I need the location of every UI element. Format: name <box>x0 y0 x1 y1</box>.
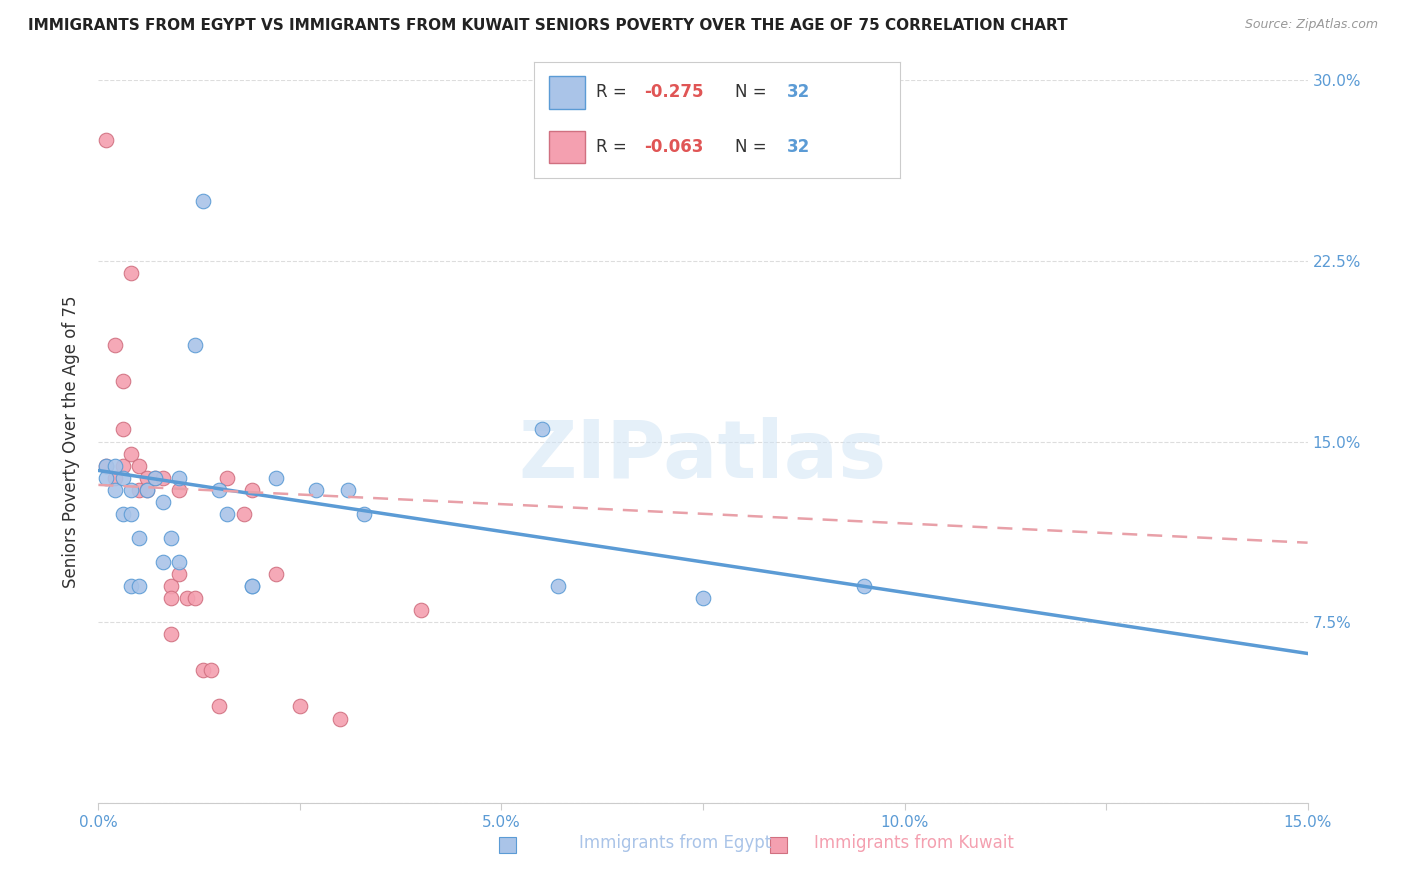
Point <box>135 470 157 484</box>
Point <box>120 266 142 280</box>
Point <box>128 531 150 545</box>
Point <box>135 483 157 497</box>
Text: R =: R = <box>596 83 633 101</box>
Point <box>167 555 190 569</box>
Text: Immigrants from Egypt: Immigrants from Egypt <box>579 834 770 852</box>
FancyBboxPatch shape <box>548 77 585 109</box>
Point <box>103 458 125 473</box>
Text: -0.275: -0.275 <box>644 83 703 101</box>
Point <box>103 338 125 352</box>
Point <box>184 338 207 352</box>
Point <box>96 133 118 147</box>
Point <box>152 555 174 569</box>
Point <box>160 579 183 593</box>
Point <box>128 483 150 497</box>
Point <box>240 579 263 593</box>
Text: N =: N = <box>735 137 772 155</box>
Text: IMMIGRANTS FROM EGYPT VS IMMIGRANTS FROM KUWAIT SENIORS POVERTY OVER THE AGE OF : IMMIGRANTS FROM EGYPT VS IMMIGRANTS FROM… <box>28 18 1067 33</box>
Point <box>111 422 134 436</box>
Point <box>264 567 287 582</box>
Point <box>240 579 263 593</box>
Point <box>337 483 360 497</box>
Point <box>853 579 876 593</box>
Point <box>547 579 569 593</box>
Point <box>120 507 142 521</box>
Point <box>128 458 150 473</box>
Text: Immigrants from Kuwait: Immigrants from Kuwait <box>814 834 1014 852</box>
Point <box>120 483 142 497</box>
Point <box>353 507 375 521</box>
Point <box>103 483 125 497</box>
Point <box>111 374 134 388</box>
Point <box>208 699 231 714</box>
Point <box>152 470 174 484</box>
Point <box>96 470 118 484</box>
Text: R =: R = <box>596 137 633 155</box>
Point <box>96 458 118 473</box>
Point <box>96 458 118 473</box>
Point <box>103 470 125 484</box>
Text: 32: 32 <box>786 83 810 101</box>
Point <box>143 470 166 484</box>
Point <box>305 483 328 497</box>
Text: Source: ZipAtlas.com: Source: ZipAtlas.com <box>1244 18 1378 31</box>
Point <box>530 422 553 436</box>
Point <box>288 699 311 714</box>
Point <box>167 567 190 582</box>
Point <box>128 579 150 593</box>
Point <box>120 579 142 593</box>
Text: N =: N = <box>735 83 772 101</box>
Point <box>135 483 157 497</box>
Point <box>217 507 239 521</box>
Point <box>167 470 190 484</box>
Point <box>111 458 134 473</box>
Point <box>143 470 166 484</box>
Point <box>232 507 254 521</box>
Point <box>264 470 287 484</box>
Point <box>160 591 183 605</box>
Point <box>167 483 190 497</box>
Point <box>152 494 174 508</box>
Point <box>160 627 183 641</box>
Point <box>409 603 432 617</box>
Point <box>193 664 215 678</box>
Text: 32: 32 <box>786 137 810 155</box>
Point <box>120 446 142 460</box>
Point <box>240 483 263 497</box>
Text: ZIPatlas: ZIPatlas <box>519 417 887 495</box>
Point <box>184 591 207 605</box>
Point <box>217 470 239 484</box>
Point <box>111 507 134 521</box>
Point <box>692 591 714 605</box>
FancyBboxPatch shape <box>548 131 585 163</box>
Y-axis label: Seniors Poverty Over the Age of 75: Seniors Poverty Over the Age of 75 <box>62 295 80 588</box>
Point <box>329 712 352 726</box>
Point <box>160 531 183 545</box>
Point <box>200 664 222 678</box>
Point <box>193 194 215 208</box>
Point <box>208 483 231 497</box>
Text: -0.063: -0.063 <box>644 137 703 155</box>
Point <box>176 591 198 605</box>
Point <box>111 470 134 484</box>
